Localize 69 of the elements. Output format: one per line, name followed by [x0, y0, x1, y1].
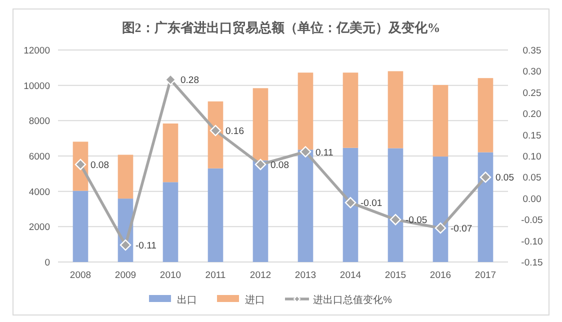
data-label: 0.11 [316, 147, 334, 158]
point [74, 158, 86, 170]
point [434, 222, 446, 234]
y2-tick-label: 0.00 [522, 194, 542, 205]
point [254, 158, 266, 170]
bar [432, 84, 448, 157]
bar [478, 152, 494, 262]
y2-tick-label: 0.30 [522, 66, 542, 78]
x-tick-label: 2016 [430, 270, 452, 281]
bar [342, 148, 358, 262]
x-tick-label: 2015 [384, 270, 406, 281]
bar [118, 154, 134, 199]
x-tick-label: 2012 [250, 270, 272, 281]
x-tick-label: 2013 [294, 270, 316, 281]
y2-tick-label: -0.10 [521, 236, 543, 248]
point [120, 239, 132, 251]
y-tick-label: 4000 [28, 186, 50, 198]
legend-label: 进口 [245, 294, 265, 306]
x-tick-label: 2011 [205, 270, 226, 281]
y-tick-label: 8000 [28, 116, 50, 128]
bar [388, 71, 404, 148]
bar [252, 88, 268, 160]
point [210, 124, 222, 136]
y2-tick-label: -0.15 [521, 258, 543, 268]
bar [478, 78, 494, 152]
point [390, 214, 402, 226]
point [164, 74, 176, 86]
y2-tick-label: 0.05 [522, 172, 542, 184]
bar [162, 123, 178, 182]
data-label: 0.16 [226, 126, 244, 138]
bar [208, 168, 224, 262]
bar [72, 190, 88, 262]
y-tick-label: 0 [44, 258, 50, 268]
data-label: 0.28 [180, 75, 199, 86]
bar [432, 156, 448, 262]
point [480, 172, 492, 183]
data-label: -0.11 [136, 240, 156, 252]
y2-tick-label: 0.20 [522, 109, 542, 120]
bar [298, 72, 314, 150]
data-label: -0.05 [406, 215, 428, 226]
y2-tick-label: 0.25 [522, 88, 542, 99]
legend-label: 出口 [177, 294, 197, 306]
point [300, 146, 312, 158]
y-tick-label: 10000 [24, 80, 50, 92]
bar [252, 160, 268, 262]
x-tick-label: 2014 [340, 270, 362, 281]
y-tick-label: 2000 [28, 222, 50, 234]
y2-tick-label: 0.35 [522, 46, 542, 56]
legend-label: 进出口总值变化% [313, 294, 392, 306]
data-label: 0.05 [496, 172, 514, 184]
data-label: -0.01 [360, 198, 382, 210]
y2-tick-label: 0.15 [522, 130, 542, 142]
x-tick-label: 2008 [70, 270, 92, 281]
x-tick-label: 2010 [160, 270, 182, 281]
bar [388, 148, 404, 262]
bar [162, 182, 178, 262]
bar [298, 150, 314, 262]
chart-title: 图2：广东省进出口贸易总额（单位：亿美元）及变化% [122, 20, 440, 35]
data-label: 0.08 [270, 160, 289, 171]
y-tick-label: 12000 [24, 46, 50, 56]
data-label: 0.08 [90, 160, 109, 171]
y-tick-label: 6000 [28, 152, 50, 162]
data-label: -0.07 [450, 224, 472, 235]
bar [342, 72, 358, 148]
y2-tick-label: 0.10 [522, 152, 542, 162]
x-tick-label: 2017 [474, 270, 496, 281]
x-tick-label: 2009 [114, 270, 136, 281]
y2-tick-label: -0.05 [521, 215, 543, 226]
point [344, 197, 356, 208]
